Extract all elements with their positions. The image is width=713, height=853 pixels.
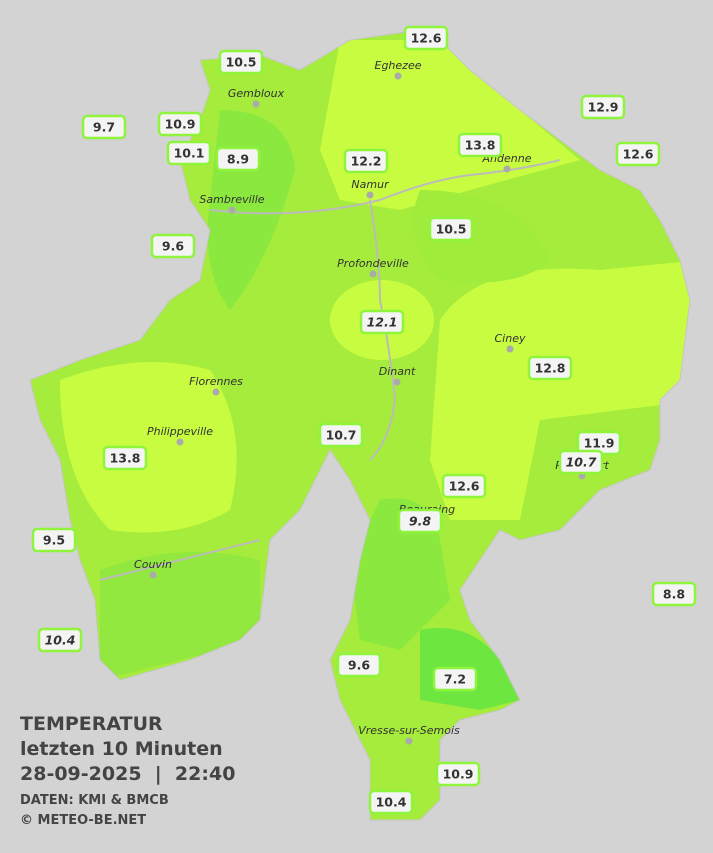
place-dot bbox=[506, 345, 514, 353]
station-value: 13.8 bbox=[465, 138, 496, 153]
place-dot bbox=[405, 737, 413, 745]
station-value: 12.6 bbox=[623, 147, 654, 162]
station-box bbox=[215, 146, 261, 172]
station-box bbox=[615, 141, 661, 167]
place-name: Philippeville bbox=[147, 425, 213, 438]
province-border bbox=[29, 29, 691, 821]
stations: 12.6 10.5 12.9 9.7 10.9 13.8 12.6 10.1 8.9 12.2 10… bbox=[31, 25, 697, 815]
place-name: Ciney bbox=[495, 332, 526, 345]
station-box bbox=[441, 473, 487, 499]
station-box bbox=[31, 527, 77, 553]
station-value: 10.9 bbox=[443, 767, 474, 782]
station-value: 10.7 bbox=[566, 455, 597, 470]
places: EghezeeGemblouxNamurAndenneSambrevillePr… bbox=[134, 59, 609, 745]
copyright: © METEO-BE.NET bbox=[20, 813, 146, 828]
place-name: Namur bbox=[351, 178, 390, 191]
station-value: 10.4 bbox=[45, 633, 76, 648]
place-dot bbox=[366, 191, 374, 199]
station-box bbox=[150, 233, 196, 259]
station-box bbox=[359, 309, 405, 335]
station-box bbox=[580, 94, 626, 120]
station-value: 10.1 bbox=[174, 146, 205, 161]
place-dot bbox=[503, 165, 511, 173]
station-value: 11.9 bbox=[584, 436, 615, 451]
place-dot bbox=[369, 270, 377, 278]
place-dot bbox=[149, 571, 157, 579]
station-value: 12.6 bbox=[411, 31, 442, 46]
place-name: Gembloux bbox=[228, 87, 285, 100]
station-value: 12.1 bbox=[367, 315, 398, 330]
station-box bbox=[457, 132, 503, 158]
place-dot bbox=[176, 438, 184, 446]
place-dot bbox=[394, 72, 402, 80]
station-box bbox=[166, 140, 212, 166]
station-value: 8.9 bbox=[227, 152, 249, 167]
station-value: 12.9 bbox=[588, 100, 619, 115]
station-value: 9.5 bbox=[43, 533, 65, 548]
place-dot bbox=[212, 388, 220, 396]
station-box bbox=[403, 25, 449, 51]
station-box bbox=[397, 508, 443, 534]
place-name: Eghezee bbox=[375, 59, 422, 72]
station-box bbox=[102, 445, 148, 471]
station-value: 9.7 bbox=[93, 120, 115, 135]
station-box bbox=[318, 422, 364, 448]
station-box bbox=[558, 449, 604, 475]
place-name: Dinant bbox=[379, 365, 416, 378]
place-dot bbox=[393, 378, 401, 386]
place-name: Couvin bbox=[134, 558, 172, 571]
station-box bbox=[218, 49, 264, 75]
station-value: 9.6 bbox=[348, 658, 370, 673]
station-value: 12.6 bbox=[449, 479, 480, 494]
station-value: 10.9 bbox=[165, 117, 196, 132]
place-name: Vresse-sur-Semois bbox=[358, 724, 460, 737]
station-box bbox=[435, 761, 481, 787]
station-value: 8.8 bbox=[663, 587, 685, 602]
place-name: Sambreville bbox=[199, 193, 264, 206]
subtitle: letzten 10 Minuten bbox=[20, 738, 223, 760]
station-value: 7.2 bbox=[444, 672, 466, 687]
station-value: 10.7 bbox=[326, 428, 357, 443]
station-box bbox=[432, 666, 478, 692]
station-box bbox=[81, 114, 127, 140]
station-box bbox=[428, 216, 474, 242]
source: DATEN: KMI & BMCB bbox=[20, 793, 169, 808]
station-value: 9.6 bbox=[162, 239, 184, 254]
place-name: Profondeville bbox=[337, 257, 409, 270]
place-name: Florennes bbox=[189, 375, 243, 388]
station-box bbox=[368, 789, 414, 815]
place-dot bbox=[252, 100, 260, 108]
station-value: 9.8 bbox=[409, 514, 431, 529]
station-value: 10.5 bbox=[436, 222, 467, 237]
station-box bbox=[336, 652, 382, 678]
station-value: 10.4 bbox=[376, 795, 407, 810]
station-value: 13.8 bbox=[110, 451, 141, 466]
station-box bbox=[651, 581, 697, 607]
place-dot bbox=[228, 206, 236, 214]
station-box bbox=[343, 148, 389, 174]
station-box bbox=[157, 111, 203, 137]
datetime: 28-09-2025 | 22:40 bbox=[20, 763, 235, 785]
station-value: 12.2 bbox=[351, 154, 382, 169]
station-box bbox=[527, 355, 573, 381]
station-box bbox=[37, 627, 83, 653]
station-value: 10.5 bbox=[226, 55, 257, 70]
station-value: 12.8 bbox=[535, 361, 566, 376]
title: TEMPERATUR bbox=[20, 713, 163, 735]
